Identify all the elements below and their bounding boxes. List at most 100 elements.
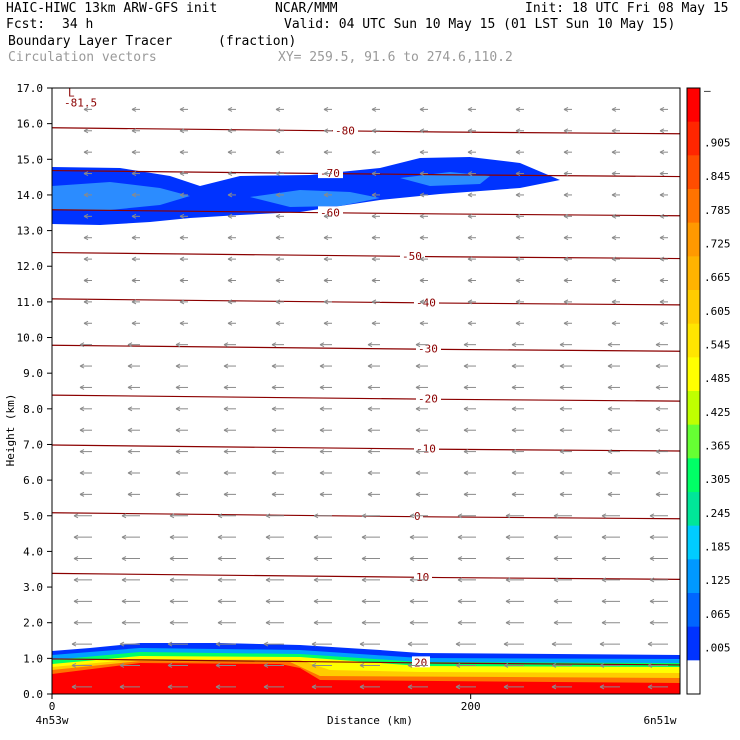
vector-arrowhead xyxy=(263,641,269,647)
colorbar-label: – xyxy=(704,84,711,97)
contour-label-bg xyxy=(416,342,441,354)
x-axis: 0 200 xyxy=(49,694,481,713)
vector-arrowhead xyxy=(265,620,271,626)
vector-arrowhead xyxy=(415,449,421,455)
vector-arrowhead xyxy=(371,149,377,155)
contour-label-bg xyxy=(318,206,343,218)
vector-arrowhead xyxy=(415,384,421,390)
vector-arrowhead xyxy=(611,299,617,305)
vector-arrowhead xyxy=(175,384,181,390)
colorbar-label: .545 xyxy=(704,339,731,352)
vector-arrowhead xyxy=(175,363,181,369)
vector-arrowhead xyxy=(551,641,557,647)
vector-arrowhead xyxy=(649,513,655,519)
vector-arrowhead xyxy=(511,342,517,348)
vector-arrowhead xyxy=(409,577,415,583)
vector-arrowhead xyxy=(409,556,415,561)
vector-arrowhead xyxy=(649,598,655,604)
vector-arrowhead xyxy=(559,491,565,497)
vector-arrowhead xyxy=(467,256,473,262)
vector-arrowhead xyxy=(179,106,185,112)
vector-arrowhead xyxy=(323,256,329,262)
y-tick-label: 5.0 xyxy=(23,510,43,523)
vector-arrowhead xyxy=(563,235,569,241)
forecast-hours: 34 h xyxy=(62,17,94,32)
contour-label-bg xyxy=(414,442,439,454)
vector-arrowhead xyxy=(319,449,325,455)
vector-arrowhead xyxy=(553,598,559,604)
vector-arrowhead xyxy=(419,299,425,305)
vector-arrowhead xyxy=(607,384,613,390)
vector-arrowhead xyxy=(467,278,473,283)
vector-arrowhead xyxy=(505,513,511,519)
y-tick-label: 6.0 xyxy=(23,474,43,487)
vector-arrowhead xyxy=(119,684,125,690)
contour-label-bg xyxy=(333,124,358,136)
colorbar-swatch xyxy=(687,323,700,358)
contour-line xyxy=(51,127,681,135)
vector-arrowhead xyxy=(361,598,367,604)
vector-arrowhead xyxy=(359,663,365,668)
vector-arrowhead xyxy=(515,256,521,262)
contour-label-bg xyxy=(414,570,432,582)
y-tick-label: 16.0 xyxy=(17,118,44,131)
y-tick-label: 7.0 xyxy=(23,438,43,451)
contour-label: -60 xyxy=(320,206,340,219)
vector-arrowhead xyxy=(611,256,617,262)
vector-arrowhead xyxy=(659,192,665,198)
vector-arrowhead xyxy=(659,256,665,262)
vector-arrowhead xyxy=(463,406,469,412)
vector-arrowhead xyxy=(419,256,425,262)
vector-arrowhead xyxy=(313,556,319,561)
vector-arrowhead xyxy=(409,513,415,519)
vector-arrowhead xyxy=(599,663,605,668)
vector-arrowhead xyxy=(265,556,271,561)
y-tick-label: 15.0 xyxy=(17,153,44,166)
vector-arrowhead xyxy=(223,363,229,369)
vector-arrowhead xyxy=(463,384,469,390)
vector-arrowhead xyxy=(463,363,469,369)
vector-arrowhead xyxy=(419,320,425,326)
vector-arrowhead xyxy=(407,641,413,647)
x-end-label-right: 6n51w xyxy=(643,714,676,727)
xy-range: XY= 259.5, 91.6 to 274.6,110.2 xyxy=(278,50,513,65)
contour-label-bg xyxy=(412,656,430,668)
boundary-layer-tracer xyxy=(52,643,680,694)
vector-arrowhead xyxy=(371,192,377,198)
vector-arrowhead xyxy=(223,342,229,348)
colorbar: – .905 .845 .785 .725 .665 .605 .545 .485 .425 .36… xyxy=(686,84,731,695)
vector-arrowhead xyxy=(79,363,85,369)
init-time: Init: 18 UTC Fri 08 May 15 xyxy=(525,1,729,16)
vector-arrowhead xyxy=(371,106,377,112)
colorbar-swatch xyxy=(687,391,700,426)
vector-arrowhead xyxy=(467,171,473,177)
vector-arrowhead xyxy=(131,299,137,305)
vector-arrowhead xyxy=(367,470,373,476)
vector-arrowhead xyxy=(275,235,281,241)
vector-arrowhead xyxy=(169,577,175,583)
vector-arrowhead xyxy=(505,534,511,540)
contour-line xyxy=(51,209,681,217)
vector-arrowhead xyxy=(467,128,473,134)
x-end-label-left: 4n53w xyxy=(35,714,68,727)
vector-arrowhead xyxy=(419,235,425,241)
vector-arrowhead xyxy=(553,620,559,626)
contour-label-bg xyxy=(416,392,441,404)
vector-arrowhead xyxy=(179,213,185,219)
vector-arrowhead xyxy=(515,171,521,177)
colorbar-swatch xyxy=(687,88,700,123)
vector-arrowhead xyxy=(263,663,269,668)
vector-arrowhead xyxy=(647,641,653,647)
vector-arrowhead xyxy=(515,128,521,134)
vector-arrowhead xyxy=(79,406,85,412)
colorbar-label: .905 xyxy=(704,137,731,150)
vector-arrowhead xyxy=(323,128,329,134)
vector-arrowhead xyxy=(599,684,605,690)
vector-arrowhead xyxy=(559,384,565,390)
vector-arrowhead xyxy=(73,598,79,604)
vector-arrowhead xyxy=(127,406,133,412)
vector-arrowhead xyxy=(167,663,173,668)
vector-arrowhead xyxy=(463,491,469,497)
vector-arrowhead xyxy=(131,171,137,177)
